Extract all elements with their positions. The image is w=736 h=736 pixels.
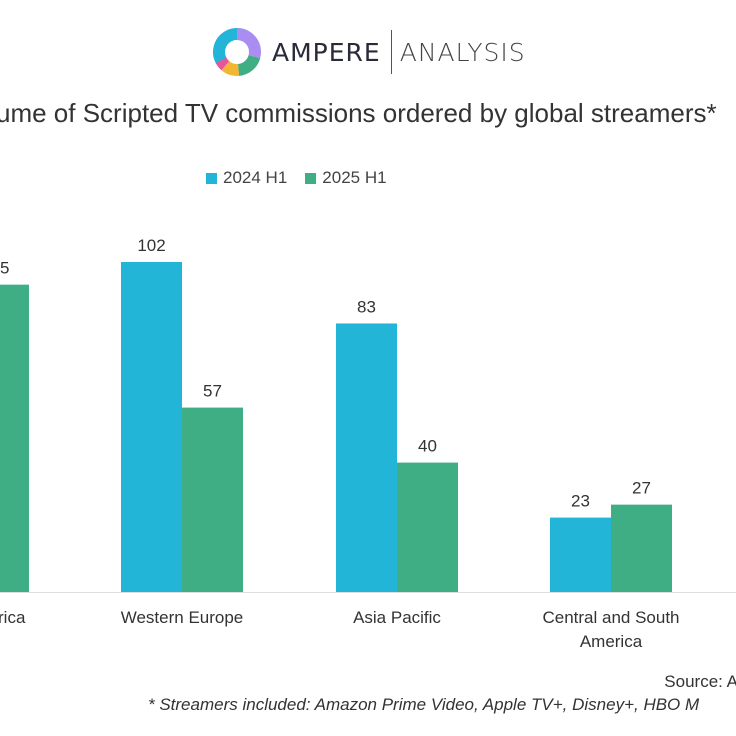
source-note: Source: A: [664, 672, 736, 691]
legend-swatch: [305, 172, 317, 184]
bar-0-3: [550, 517, 611, 592]
category-label: America: [580, 632, 643, 651]
bar-0-2: [336, 323, 397, 592]
bar-1-3: [611, 504, 672, 592]
logo-sub: ANALYSIS: [399, 37, 526, 67]
logo-ring-icon: [212, 28, 261, 76]
bar-1-1: [182, 407, 243, 592]
legend: 2024 H1 2025 H1: [206, 168, 387, 188]
bar-1-0: [0, 284, 29, 592]
category-label: Asia Pacific: [353, 608, 441, 627]
legend-label: 2024 H1: [223, 168, 288, 187]
data-label: 5: [0, 259, 9, 278]
logo-divider: [390, 30, 392, 74]
logo-brand: AMPERE: [272, 37, 381, 67]
data-label: 102: [137, 236, 165, 255]
data-label: 40: [418, 437, 437, 456]
ampere-logo: AMPERE ANALYSIS: [212, 26, 526, 78]
legend-item-2024: 2024 H1: [206, 168, 287, 188]
category-label: rica: [0, 608, 26, 627]
data-label: 23: [571, 492, 590, 511]
category-label: Central and South: [542, 608, 679, 627]
legend-swatch: [206, 172, 217, 184]
footnote: * Streamers included: Amazon Prime Video…: [148, 695, 700, 714]
chart-title: ume of Scripted TV commissions ordered b…: [0, 98, 717, 128]
data-label: 57: [203, 382, 222, 401]
data-label: 27: [632, 479, 651, 498]
category-label: Western Europe: [121, 608, 244, 627]
bar-0-1: [121, 262, 182, 592]
data-label: 83: [357, 297, 376, 316]
legend-label: 2025 H1: [322, 168, 387, 187]
legend-item-2025: 2025 H1: [305, 168, 387, 188]
bar-1-2: [397, 462, 458, 592]
